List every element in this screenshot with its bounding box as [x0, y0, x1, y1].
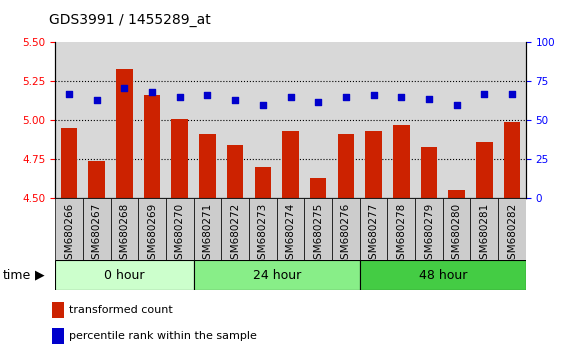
Bar [304, 198, 332, 260]
Text: GSM680279: GSM680279 [424, 203, 434, 267]
Bar [88, 161, 105, 198]
Text: GSM680278: GSM680278 [396, 203, 406, 267]
Text: GSM680275: GSM680275 [313, 203, 323, 267]
Text: GSM680273: GSM680273 [258, 203, 268, 267]
Bar [52, 302, 64, 318]
Text: GSM680269: GSM680269 [147, 203, 157, 267]
Text: GSM680266: GSM680266 [64, 203, 74, 267]
Bar [498, 198, 526, 260]
Point [424, 96, 433, 101]
Text: GSM680282: GSM680282 [507, 203, 517, 267]
Bar [193, 198, 221, 260]
Text: 0 hour: 0 hour [104, 269, 145, 282]
Text: percentile rank within the sample: percentile rank within the sample [69, 331, 257, 341]
Text: 24 hour: 24 hour [253, 269, 301, 282]
Bar [471, 198, 498, 260]
Bar [55, 198, 83, 260]
Bar [393, 125, 410, 198]
Point [148, 90, 157, 95]
Text: GSM680281: GSM680281 [479, 203, 489, 267]
Text: GDS3991 / 1455289_at: GDS3991 / 1455289_at [49, 12, 211, 27]
Bar [166, 198, 193, 260]
Point [203, 93, 212, 98]
Bar [277, 198, 304, 260]
Bar [421, 147, 437, 198]
Bar [476, 142, 493, 198]
Bar [504, 122, 520, 198]
Bar [360, 260, 526, 290]
Point [92, 97, 101, 103]
Bar [110, 198, 138, 260]
Point [231, 97, 240, 103]
Bar [365, 131, 382, 198]
Text: GSM680277: GSM680277 [368, 203, 379, 267]
Point [341, 94, 350, 100]
Text: GSM680268: GSM680268 [120, 203, 130, 267]
Point [480, 91, 489, 97]
Bar [332, 198, 360, 260]
Text: GSM680270: GSM680270 [175, 203, 185, 266]
Bar [282, 131, 299, 198]
Bar [55, 260, 193, 290]
Text: 48 hour: 48 hour [418, 269, 467, 282]
Point [397, 94, 406, 100]
Text: GSM680272: GSM680272 [230, 203, 240, 267]
Text: GSM680280: GSM680280 [451, 203, 461, 266]
Bar [61, 128, 77, 198]
Text: GSM680276: GSM680276 [341, 203, 351, 267]
Point [258, 102, 267, 108]
Bar [449, 190, 465, 198]
Text: GSM680267: GSM680267 [92, 203, 102, 267]
Bar [116, 69, 132, 198]
Text: time: time [3, 269, 31, 282]
Bar [221, 198, 249, 260]
Bar [415, 198, 443, 260]
Point [507, 91, 517, 97]
Bar [52, 329, 64, 344]
Text: GSM680271: GSM680271 [202, 203, 213, 267]
Bar [199, 135, 216, 198]
Bar [443, 198, 471, 260]
Point [175, 94, 184, 100]
Point [120, 85, 129, 91]
Point [64, 91, 74, 97]
Text: transformed count: transformed count [69, 305, 173, 315]
Bar [310, 178, 327, 198]
Bar [144, 96, 160, 198]
Text: GSM680274: GSM680274 [285, 203, 296, 267]
Bar [171, 119, 188, 198]
Bar [254, 167, 271, 198]
Point [286, 94, 295, 100]
Point [452, 102, 461, 108]
Bar [227, 145, 243, 198]
Bar [83, 198, 110, 260]
Text: ▶: ▶ [35, 269, 45, 282]
Bar [388, 198, 415, 260]
Bar [249, 198, 277, 260]
Bar [360, 198, 388, 260]
Point [314, 99, 323, 104]
Bar [338, 135, 354, 198]
Point [369, 93, 378, 98]
Bar [193, 260, 360, 290]
Bar [138, 198, 166, 260]
